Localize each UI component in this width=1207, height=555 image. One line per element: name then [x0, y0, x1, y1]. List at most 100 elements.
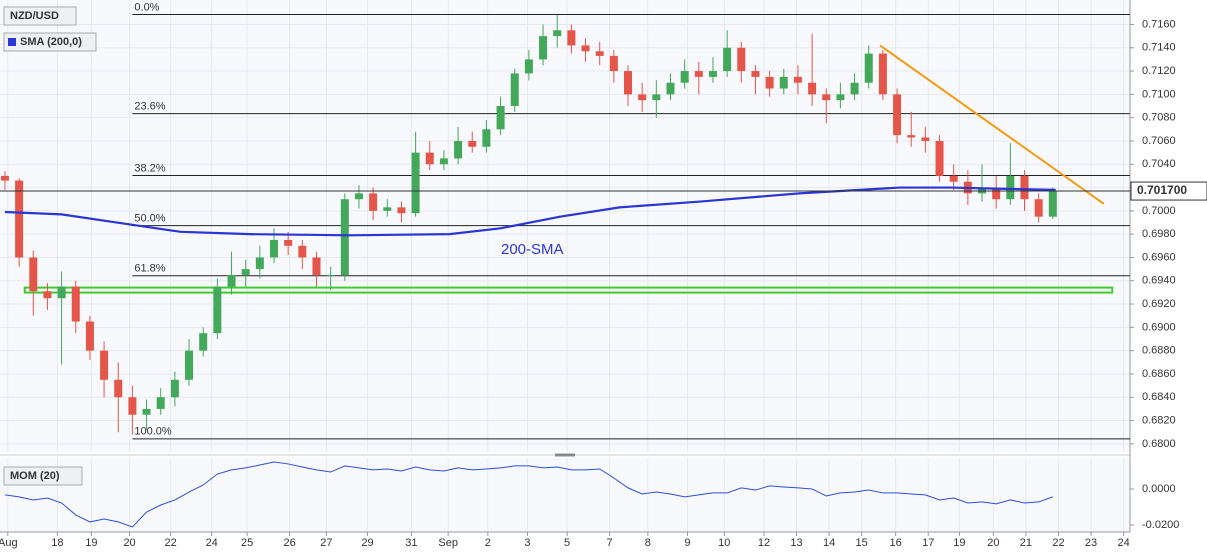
legend-label: SMA (200,0) — [20, 36, 82, 48]
candle-body — [624, 71, 633, 95]
candle-body — [270, 239, 279, 258]
x-tick-label: 7 — [607, 537, 613, 549]
candle-body — [57, 286, 66, 299]
candle-body — [227, 274, 236, 287]
x-tick-label: 31 — [405, 537, 417, 549]
candle-body — [978, 187, 987, 194]
candle-body — [652, 94, 661, 101]
candle-body — [836, 94, 845, 101]
x-tick-label: 9 — [684, 537, 690, 549]
x-tick-label: 22 — [1052, 537, 1064, 549]
candle-body — [29, 257, 38, 292]
candle-body — [808, 82, 817, 95]
x-tick-label: 3 — [524, 537, 530, 549]
x-tick-label: 29 — [361, 537, 373, 549]
candle-body — [638, 94, 647, 101]
candle-body — [369, 193, 378, 211]
candle-body — [666, 82, 675, 95]
y-tick-label: 0.7060 — [1142, 135, 1176, 147]
candle-body — [793, 76, 802, 83]
x-tick-label: 8 — [645, 537, 651, 549]
current-price-label: 0.701700 — [1137, 183, 1187, 197]
y-tick-label: 0.6840 — [1142, 391, 1176, 403]
fib-label: 38.2% — [134, 162, 165, 174]
current-price-box — [1130, 181, 1207, 201]
candle-body — [326, 274, 335, 276]
legend-box — [3, 6, 77, 26]
y-tick-label: 0.7080 — [1142, 112, 1176, 124]
candle-body — [454, 140, 463, 159]
fib-label: 50.0% — [134, 213, 165, 225]
y-tick-label: 0.6940 — [1142, 275, 1176, 287]
candle-body — [553, 30, 562, 37]
candle-body — [312, 257, 321, 275]
x-tick-label: 27 — [320, 537, 332, 549]
mom-line — [4, 461, 1053, 528]
candle-body — [298, 245, 307, 258]
fib-label: 0.0% — [134, 1, 159, 13]
x-tick-label: 26 — [283, 537, 295, 549]
candle-body — [340, 199, 349, 275]
legend-box — [3, 466, 83, 486]
fib-label: 61.8% — [134, 263, 165, 275]
candle-body — [992, 187, 1001, 200]
candle-body — [524, 59, 533, 74]
y-tick-label: 0.0000 — [1142, 483, 1176, 495]
candle-body — [439, 158, 448, 165]
y-tick-label: -0.0200 — [1142, 519, 1179, 531]
candle-body — [170, 379, 179, 398]
candle-body — [539, 36, 548, 60]
candle-body — [284, 239, 293, 246]
candle-body — [43, 291, 52, 299]
x-tick-label: Aug — [0, 537, 18, 549]
y-tick-label: 0.7120 — [1142, 65, 1176, 77]
legend-swatch — [8, 38, 16, 46]
y-tick-label: 0.6820 — [1142, 414, 1176, 426]
candle-body — [921, 137, 930, 141]
sma-line — [4, 186, 1056, 237]
candle-body — [383, 207, 392, 211]
legend-box — [3, 32, 97, 52]
candle-body — [156, 397, 165, 409]
candle-body — [468, 140, 477, 147]
candle-body — [609, 55, 618, 72]
candle-body — [411, 152, 420, 214]
candle-body — [878, 53, 887, 95]
candle-body — [1020, 175, 1029, 200]
candle-body — [397, 207, 406, 214]
x-tick-label: Sep — [438, 537, 458, 549]
x-tick-label: 24 — [1118, 537, 1130, 549]
x-tick-label: 5 — [564, 537, 570, 549]
candle-body — [765, 76, 774, 89]
candle-body — [751, 71, 760, 77]
candle-body — [85, 321, 94, 351]
candle-body — [199, 333, 208, 351]
candle-body — [850, 82, 859, 95]
candle-body — [680, 71, 689, 83]
candle-body — [723, 47, 732, 72]
sma-annotation: 200-SMA — [501, 241, 564, 258]
candle-body — [71, 286, 80, 322]
y-tick-label: 0.7040 — [1142, 158, 1176, 170]
candle-body — [737, 47, 746, 72]
x-tick-label: 18 — [51, 537, 63, 549]
x-tick-label: 15 — [856, 537, 868, 549]
y-tick-label: 0.6980 — [1142, 228, 1176, 240]
y-tick-label: 0.6800 — [1142, 438, 1176, 450]
candle-body — [1048, 191, 1057, 217]
x-tick-label: 19 — [953, 537, 965, 549]
candle-body — [822, 94, 831, 101]
fib-label: 100.0% — [134, 426, 172, 438]
candle-body — [15, 180, 24, 258]
candle-body — [213, 286, 222, 334]
candle-body — [779, 76, 788, 89]
y-tick-label: 0.6900 — [1142, 321, 1176, 333]
candle-body — [907, 135, 916, 138]
x-tick-label: 10 — [718, 537, 730, 549]
y-tick-label: 0.7140 — [1142, 42, 1176, 54]
x-tick-label: 24 — [206, 537, 218, 549]
candle-body — [694, 71, 703, 77]
y-tick-label: 0.7100 — [1142, 88, 1176, 100]
x-tick-label: 20 — [987, 537, 999, 549]
x-tick-label: 22 — [165, 537, 177, 549]
